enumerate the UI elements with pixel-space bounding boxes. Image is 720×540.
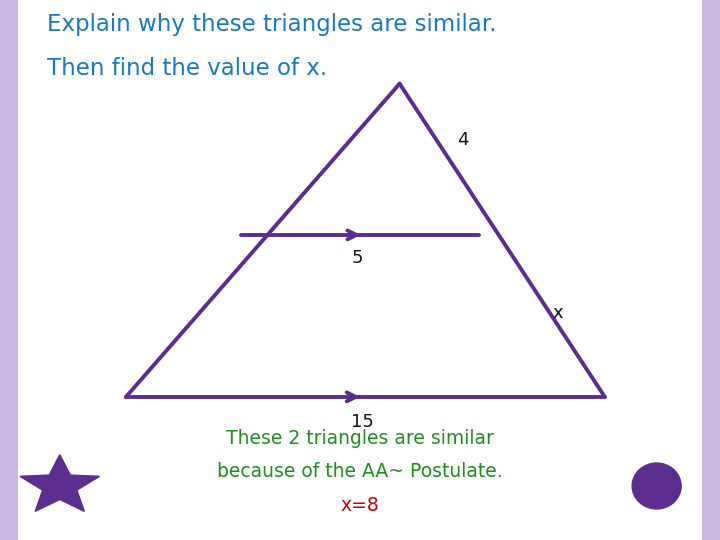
Text: Then find the value of x.: Then find the value of x. [47, 57, 327, 80]
Polygon shape [20, 455, 99, 511]
Text: x: x [553, 304, 564, 322]
Text: These 2 triangles are similar: These 2 triangles are similar [226, 429, 494, 448]
Text: because of the AA~ Postulate.: because of the AA~ Postulate. [217, 462, 503, 481]
Text: x=8: x=8 [341, 496, 379, 515]
Text: 15: 15 [351, 413, 374, 431]
Ellipse shape [632, 463, 681, 509]
Text: Explain why these triangles are similar.: Explain why these triangles are similar. [47, 14, 496, 37]
Bar [0, 0, 18, 540]
Text: 4: 4 [457, 131, 469, 150]
Text: 5: 5 [351, 249, 363, 267]
Bar [702, 0, 720, 540]
